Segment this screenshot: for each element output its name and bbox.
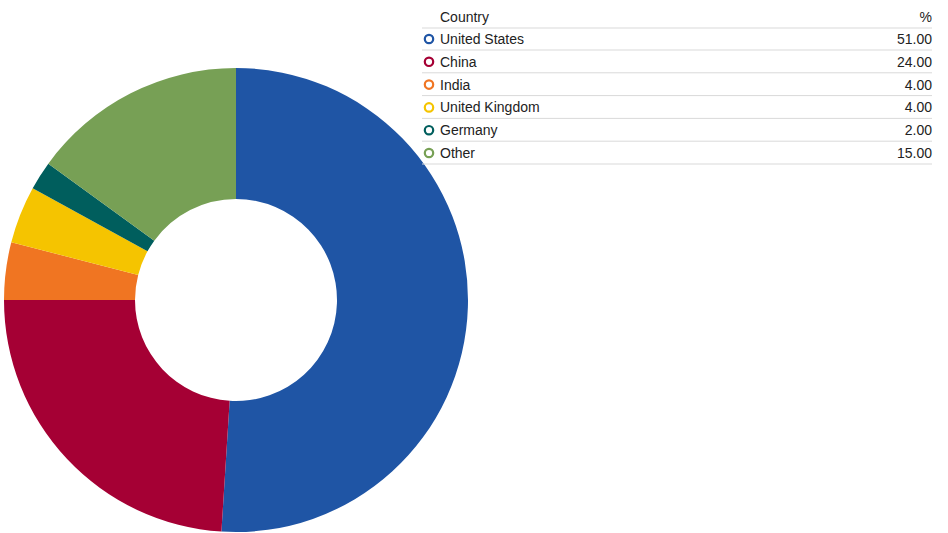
legend-rule xyxy=(422,72,932,73)
legend-label: China xyxy=(440,54,477,70)
legend-value: 2.00 xyxy=(905,122,932,138)
legend-label: Germany xyxy=(440,122,498,138)
legend-marker xyxy=(425,126,433,134)
legend-rule xyxy=(422,164,932,165)
legend-value: 24.00 xyxy=(897,54,932,70)
slice xyxy=(4,300,230,532)
legend-rule xyxy=(422,28,932,29)
slice xyxy=(48,68,236,241)
legend-value: 51.00 xyxy=(897,31,932,47)
legend-label: Other xyxy=(440,145,475,161)
legend-marker xyxy=(425,35,433,43)
legend-marker xyxy=(425,80,433,88)
legend-rule xyxy=(422,141,932,142)
legend-marker xyxy=(425,58,433,66)
legend: Country% United States 51.00 China 24.00 Indi… xyxy=(422,9,932,164)
legend-value: 4.00 xyxy=(905,77,932,93)
legend-header: Country xyxy=(440,9,489,25)
legend-marker xyxy=(425,149,433,157)
legend-value: 4.00 xyxy=(905,99,932,115)
slice xyxy=(221,68,468,532)
legend-rule xyxy=(422,118,932,119)
legend-label: India xyxy=(440,77,471,93)
legend-rule xyxy=(422,50,932,51)
chart: Country% United States 51.00 China 24.00 Indi… xyxy=(0,0,948,533)
legend-rule xyxy=(422,95,932,96)
slices xyxy=(4,68,468,532)
legend-value: 15.00 xyxy=(897,145,932,161)
legend-label: United States xyxy=(440,31,524,47)
legend-marker xyxy=(425,103,433,111)
legend-label: United Kingdom xyxy=(440,99,540,115)
legend-header: % xyxy=(920,9,932,25)
